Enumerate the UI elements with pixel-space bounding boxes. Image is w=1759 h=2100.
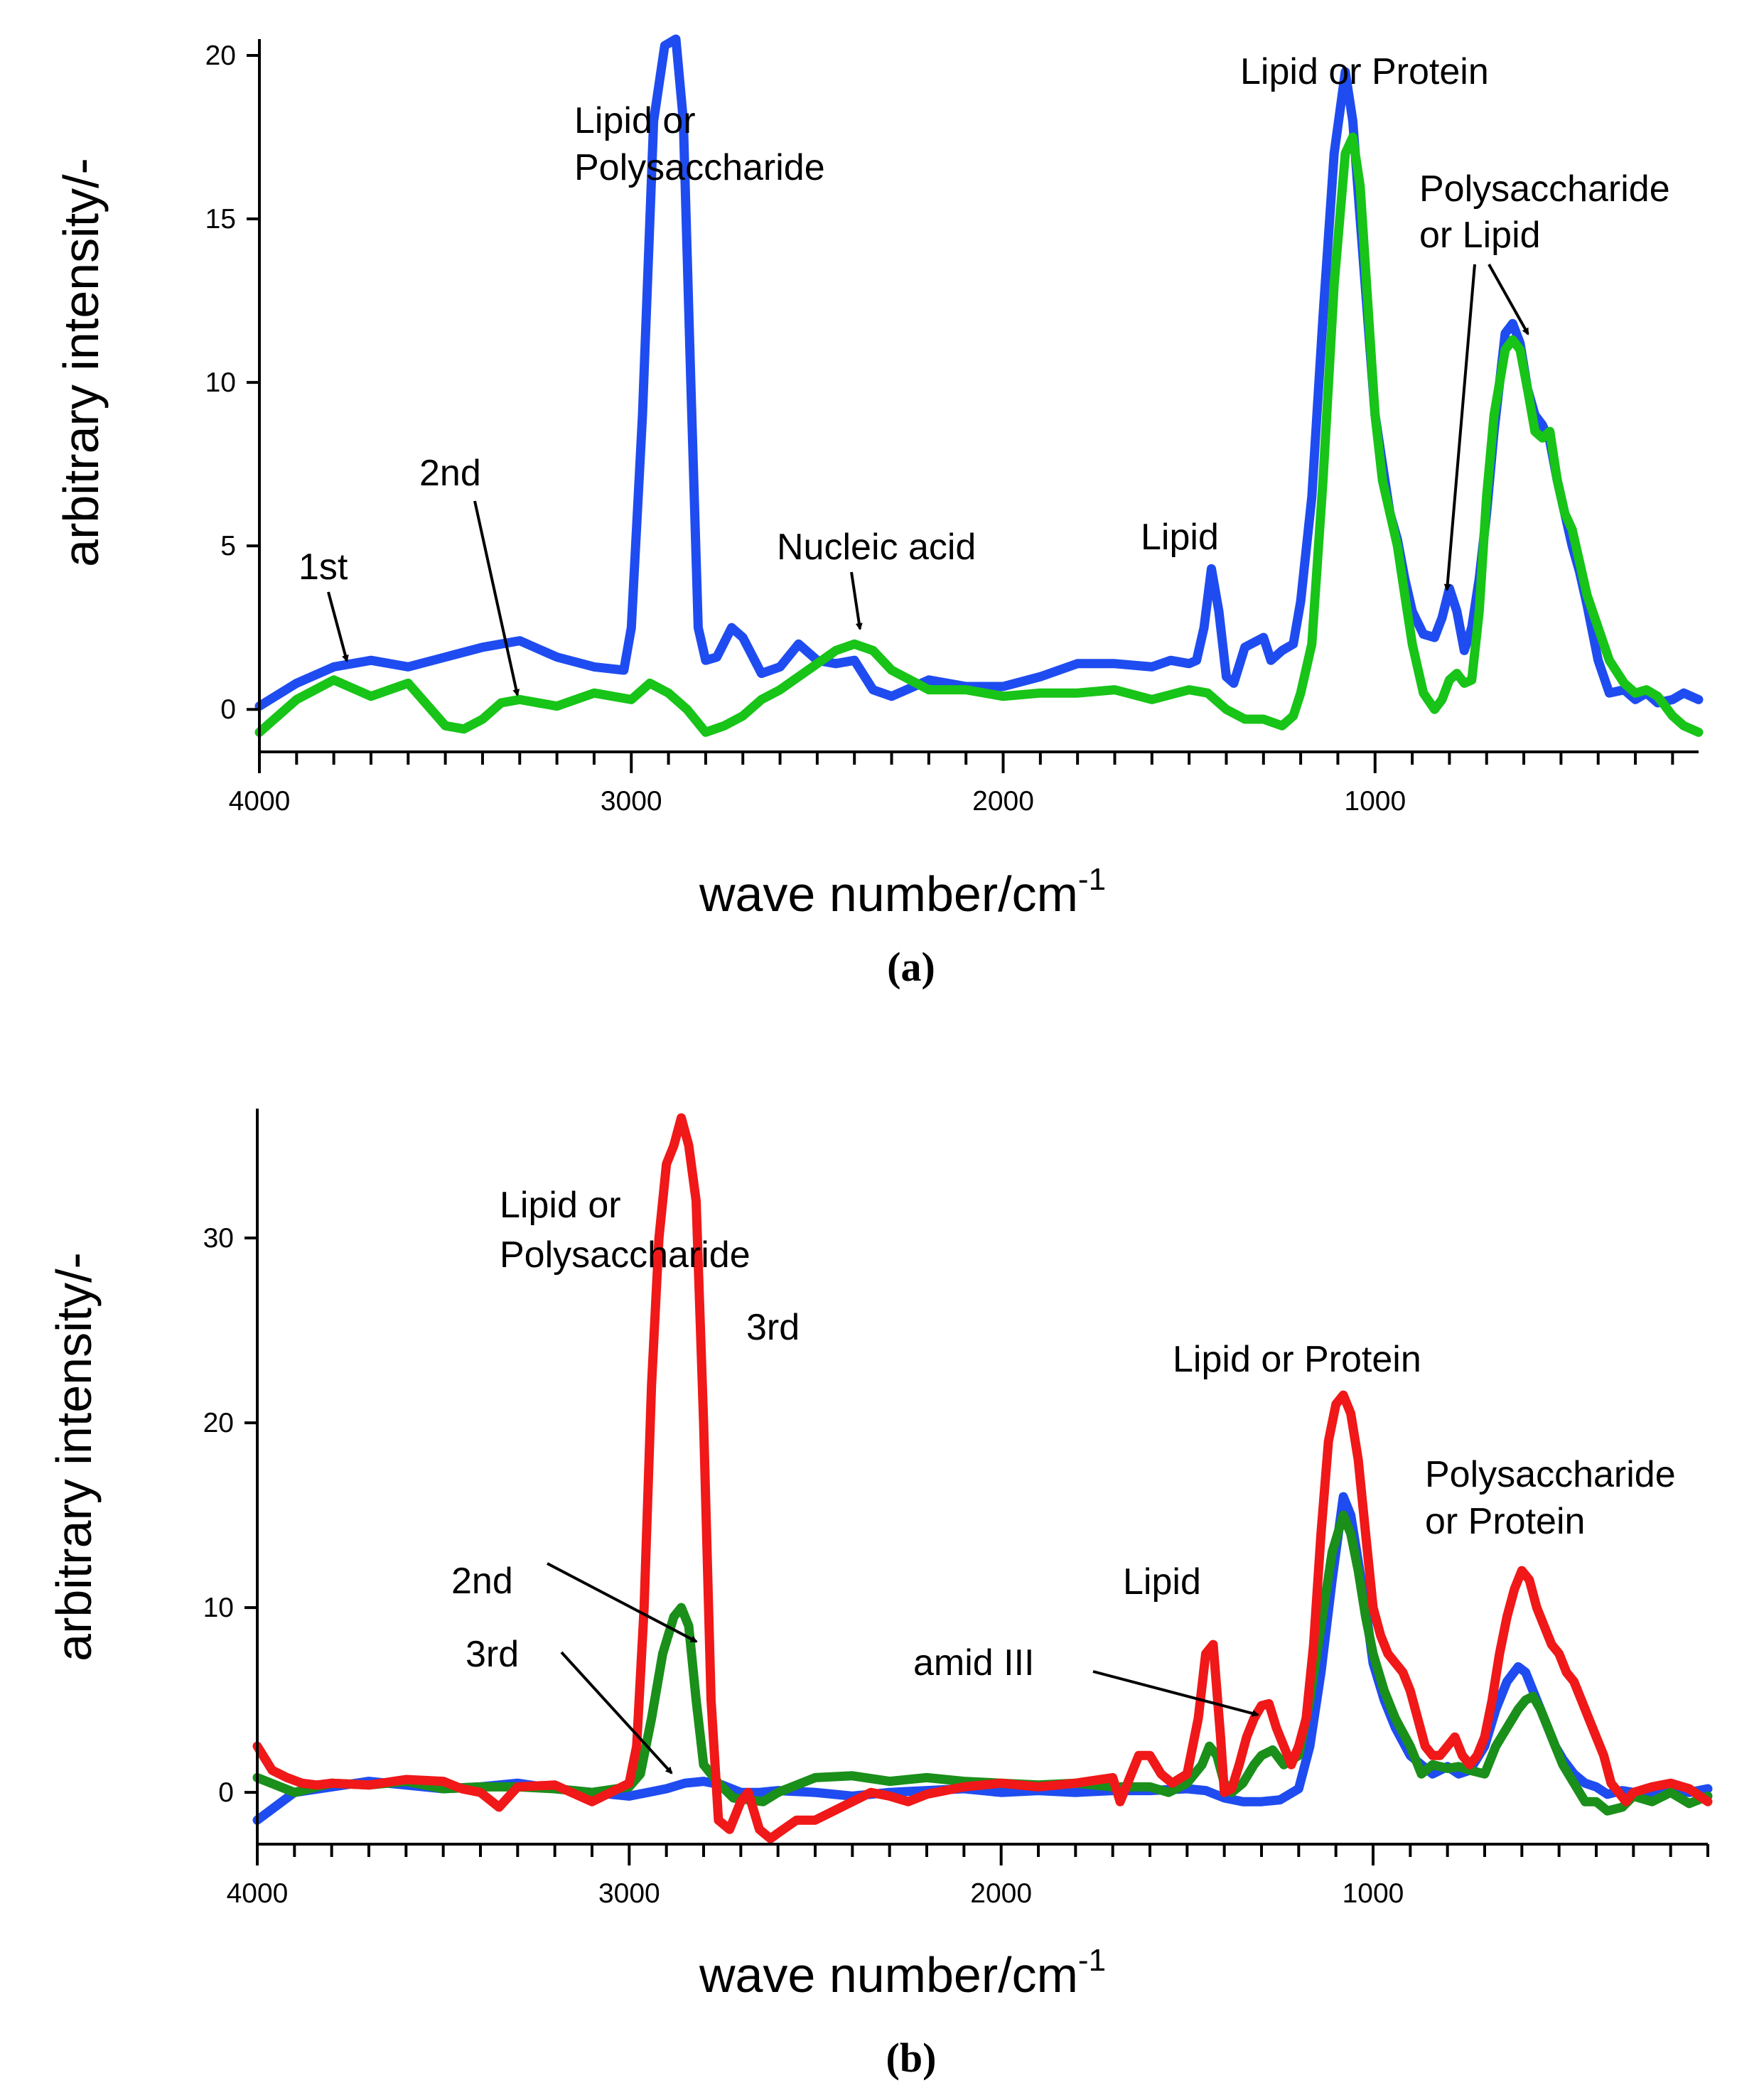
- panel-b-y-axis-title: arbitrary intensity/-: [46, 1252, 102, 1662]
- annotation-amid-iii: amid III: [913, 1642, 1035, 1684]
- x-tick-label: 4000: [229, 786, 291, 817]
- annotation-lipid: Lipid: [1123, 1561, 1201, 1603]
- arrow-1st: [327, 591, 349, 662]
- panel-a-label: (a): [887, 944, 935, 990]
- arrow-3rd: [560, 1651, 673, 1775]
- annotation-or-lipid: or Lipid: [1419, 215, 1541, 256]
- annotation-2nd: 2nd: [419, 453, 481, 494]
- annotation-2nd: 2nd: [451, 1561, 513, 1602]
- y-tick-label: 5: [220, 531, 236, 561]
- panel-a-axes: 0 5 10 15 20 4000 3000 2000 1000: [205, 39, 1699, 817]
- y-tick-label: 0: [220, 694, 236, 725]
- series-line-2nd: [254, 132, 1704, 737]
- panel-a-series: [254, 34, 1704, 737]
- arrow-2nd: [473, 500, 520, 696]
- panel-a-x-axis-title: wave number/cm-1: [699, 862, 1106, 922]
- y-tick-label: 20: [203, 1408, 234, 1438]
- x-tick-label: 4000: [227, 1878, 289, 1909]
- y-tick-label: 0: [218, 1777, 234, 1808]
- series-line-3rd: [252, 1113, 1713, 1843]
- annotation-nucleic-acid: Nucleic acid: [777, 527, 976, 568]
- annotation-polysaccharide: Polysaccharide: [574, 147, 825, 188]
- annotation-or-protein: or Protein: [1425, 1501, 1585, 1542]
- annotation-3rd-top: 3rd: [746, 1307, 800, 1348]
- arrow-2nd: [547, 1562, 698, 1643]
- arrow-or-lipid-2: [1488, 264, 1529, 335]
- annotation-lipid-or: Lipid or: [574, 100, 696, 141]
- y-tick-label: 15: [205, 204, 236, 235]
- arrow-nucleic-acid: [850, 571, 863, 630]
- annotation-lipid-or-protein: Lipid or Protein: [1173, 1339, 1421, 1380]
- annotation-3rd: 3rd: [466, 1634, 519, 1675]
- annotation-lipid-or: Lipid or: [500, 1185, 621, 1226]
- x-tick-label: 2000: [970, 1878, 1032, 1909]
- panel-b-x-axis-title: wave number/cm-1: [699, 1943, 1106, 2003]
- x-tick-label: 2000: [972, 786, 1034, 817]
- panel-a-y-axis-title: arbitrary intensity/-: [53, 158, 109, 567]
- x-tick-label: 3000: [601, 786, 662, 817]
- panel-b-label: (b): [886, 2035, 937, 2081]
- annotation-polysaccharide-2: Polysaccharide: [1425, 1454, 1676, 1495]
- y-tick-label: 30: [203, 1223, 234, 1254]
- panel-b: 0 10 20 30 4000 3000 2000 1000 arbitrary intens…: [46, 1109, 1713, 2081]
- annotation-lipid-or-protein: Lipid or Protein: [1240, 51, 1489, 92]
- y-tick-label: 10: [203, 1593, 234, 1623]
- panel-b-axes: 0 10 20 30 4000 3000 2000 1000: [203, 1109, 1709, 1909]
- annotation-polysaccharide-2: Polysaccharide: [1419, 168, 1670, 210]
- annotation-lipid: Lipid: [1141, 517, 1219, 558]
- annotation-polysaccharide: Polysaccharide: [500, 1234, 751, 1276]
- panel-a: 0 5 10 15 20 4000 3000 2000 1000 arbitrary inten…: [53, 34, 1704, 990]
- x-tick-label: 1000: [1343, 1878, 1404, 1909]
- y-tick-label: 10: [205, 367, 236, 398]
- arrow-or-lipid-1: [1443, 264, 1476, 591]
- y-tick-label: 20: [205, 41, 236, 71]
- x-tick-label: 1000: [1344, 786, 1406, 817]
- x-tick-label: 3000: [598, 1878, 660, 1909]
- arrow-amid-iii: [1092, 1670, 1259, 1717]
- annotation-1st: 1st: [298, 546, 348, 588]
